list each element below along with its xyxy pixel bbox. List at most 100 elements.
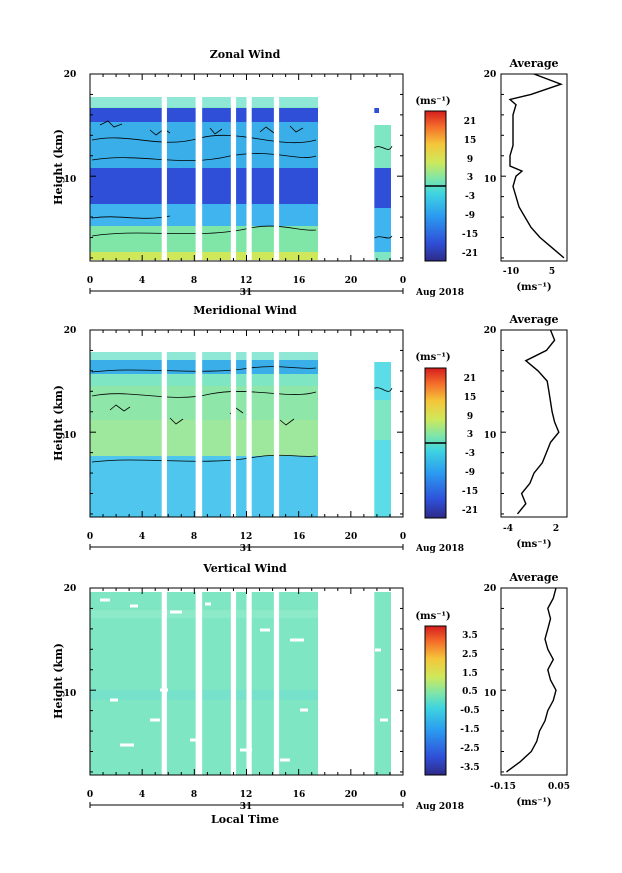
colorbar-tick: -0.5 xyxy=(460,706,479,716)
profile-frame xyxy=(500,587,568,776)
data-gap xyxy=(195,330,203,517)
profile-y-tick: 10 xyxy=(484,431,497,441)
x-tick-label: 12 xyxy=(240,790,253,800)
x-tick-label: 12 xyxy=(240,532,253,542)
x-tick-label: 4 xyxy=(139,276,145,286)
colorbar-gradient xyxy=(424,625,447,776)
data-gaps xyxy=(161,588,375,775)
y-tick-label: 10 xyxy=(64,689,77,699)
y-axis-label: Height (km) xyxy=(52,385,65,461)
profile-line xyxy=(516,329,560,515)
x-tick-label: 8 xyxy=(191,276,197,286)
colorbar-unit: (ms⁻¹) xyxy=(415,352,450,363)
date-axis: 31 Aug 2018 xyxy=(89,544,464,554)
colorbar-tick: 2.5 xyxy=(462,650,478,660)
colorbar-tick: 1.5 xyxy=(462,669,478,679)
colorbar-tick: 21 xyxy=(464,374,477,384)
x-tick-label: 0 xyxy=(400,276,406,286)
date-label: Aug 2018 xyxy=(415,802,464,812)
profile-title: Average xyxy=(508,313,558,326)
colorbar-tick: -3.5 xyxy=(460,763,479,773)
data-block xyxy=(90,386,318,420)
data-gap xyxy=(230,330,237,517)
heatmap-data xyxy=(90,592,391,775)
panel-title: Zonal Wind xyxy=(210,48,281,61)
profile-unit: (ms⁻¹) xyxy=(516,539,551,550)
data-gap xyxy=(273,330,280,517)
x-tick-label: 0 xyxy=(400,790,406,800)
data-gaps xyxy=(161,74,375,261)
x-tick-label: 20 xyxy=(345,790,358,800)
colorbar-tick: -15 xyxy=(462,230,478,240)
x-tick-label: 4 xyxy=(139,790,145,800)
colorbar-tick: 21 xyxy=(464,117,477,127)
data-gap xyxy=(230,74,237,261)
average-profile: Average 20 10 -4 2 (ms⁻¹) xyxy=(484,313,568,550)
data-gap xyxy=(320,74,375,261)
y-tick-label: 10 xyxy=(64,431,77,441)
average-profile: Average 20 10 -10 5 (ms⁻¹) xyxy=(484,57,568,293)
data-block xyxy=(371,208,391,252)
contour-lines xyxy=(109,404,295,426)
colorbar-tick: 3.5 xyxy=(462,631,478,641)
panel-vertical-wind: Vertical Wind Height (km) 20 10 0 4 8 12… xyxy=(52,562,570,826)
data-gap xyxy=(273,588,280,775)
data-gap xyxy=(161,330,167,517)
profile-x-tick: 2 xyxy=(553,524,559,534)
profile-y-tick: 10 xyxy=(484,175,497,185)
heatmap-data xyxy=(90,352,393,517)
heatmap-data xyxy=(90,97,393,260)
x-tick-label: 0 xyxy=(87,276,93,286)
profile-ticks xyxy=(501,73,506,259)
y-tick-label: 20 xyxy=(64,326,77,336)
x-tick-labels: 0 4 8 12 16 20 0 xyxy=(87,276,406,286)
profile-x-tick: 0.05 xyxy=(548,782,570,792)
x-tick-label: 8 xyxy=(191,790,197,800)
data-gap xyxy=(320,588,375,775)
day-label: 31 xyxy=(240,802,253,812)
profile-title: Average xyxy=(508,571,558,584)
profile-y-tick: 10 xyxy=(484,689,497,699)
y-axis-label: Height (km) xyxy=(52,129,65,205)
profile-y-tick: 20 xyxy=(484,70,497,80)
panel-zonal-wind: Zonal Wind Height (km) 20 10 0 4 8 1 xyxy=(52,48,568,298)
y-tick-label: 20 xyxy=(64,70,77,80)
panel-meridional-wind: Meridional Wind Height (km) 20 10 0 4 8 … xyxy=(52,304,568,554)
data-block xyxy=(371,592,391,775)
axis-ticks xyxy=(89,587,404,775)
x-tick-label: 16 xyxy=(293,790,306,800)
x-tick-label: 20 xyxy=(345,532,358,542)
colorbar-unit: (ms⁻¹) xyxy=(415,611,450,622)
x-tick-label: 4 xyxy=(139,532,145,542)
data-block xyxy=(90,592,318,775)
colorbar: (ms⁻¹) 21 15 9 3 -3 -9 -15 -21 xyxy=(415,96,478,262)
x-tick-label: 16 xyxy=(293,276,306,286)
data-block xyxy=(90,456,318,517)
axis-ticks xyxy=(89,73,404,261)
data-block xyxy=(90,374,318,386)
date-axis: 31 Aug 2018 xyxy=(89,288,464,298)
profile-x-tick: 5 xyxy=(549,267,555,277)
colorbar-tick: -9 xyxy=(465,468,475,478)
x-tick-label: 12 xyxy=(240,276,253,286)
day-label: 31 xyxy=(240,288,253,298)
data-block xyxy=(90,420,318,456)
colorbar-tick: -1.5 xyxy=(460,725,479,735)
colorbar-tick: 3 xyxy=(467,430,473,440)
data-block xyxy=(371,168,391,208)
data-gap xyxy=(195,74,203,261)
profile-x-tick: -4 xyxy=(503,524,513,534)
profile-x-tick: -10 xyxy=(503,267,519,277)
y-axis-label: Height (km) xyxy=(52,643,65,719)
data-gap xyxy=(230,588,237,775)
colorbar: (ms⁻¹) 3.5 2.5 1.5 0.5 -0.5 -1.5 -2.5 -3… xyxy=(415,611,480,776)
data-block xyxy=(90,226,318,252)
data-gap xyxy=(246,74,252,261)
profile-ticks xyxy=(501,587,506,773)
data-block xyxy=(90,690,318,700)
profile-y-tick: 20 xyxy=(484,584,497,594)
data-gap xyxy=(195,588,203,775)
axis-ticks xyxy=(89,329,404,517)
data-gap xyxy=(246,588,252,775)
